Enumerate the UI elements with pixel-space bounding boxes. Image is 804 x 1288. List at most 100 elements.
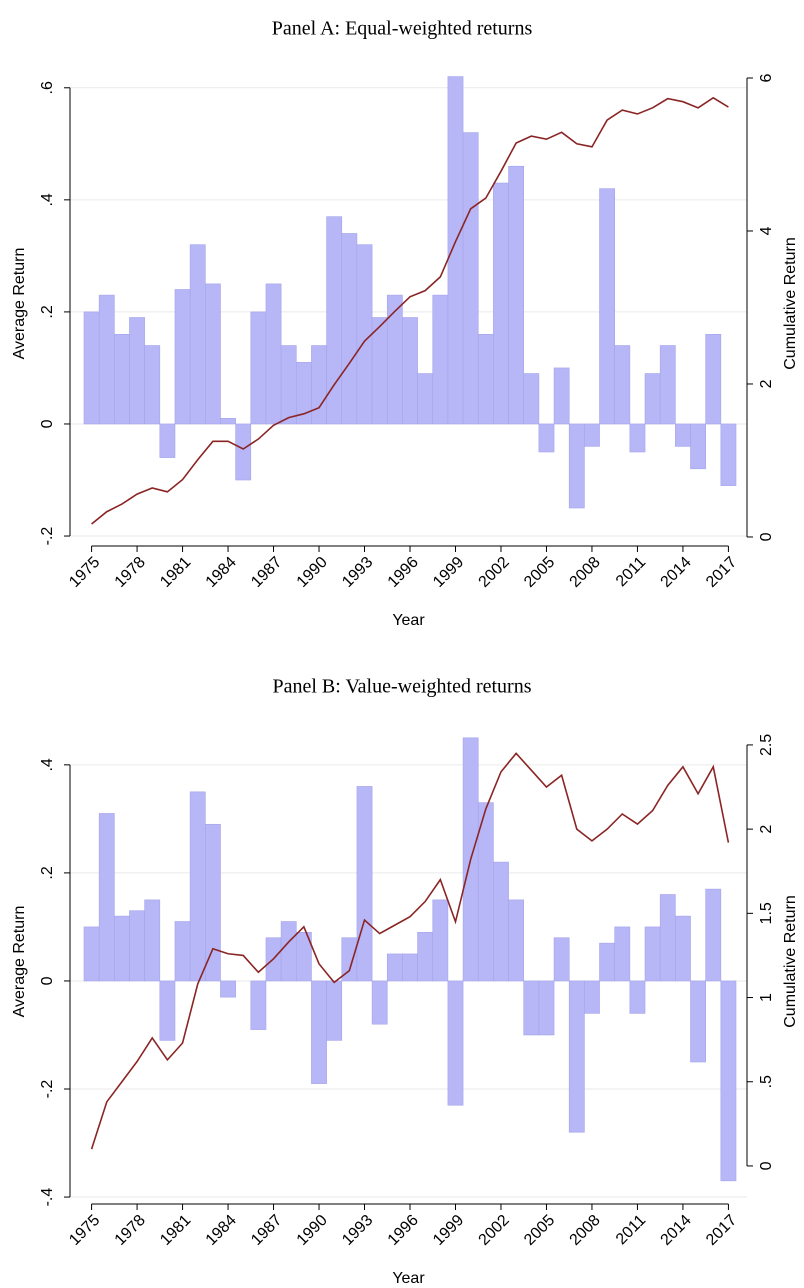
bar bbox=[417, 373, 434, 425]
y2-tick-label: 2 bbox=[758, 825, 775, 834]
bar bbox=[584, 423, 600, 447]
y-tick-label: .4 bbox=[39, 758, 56, 771]
line bbox=[90, 752, 730, 1150]
bar bbox=[705, 334, 722, 425]
bar bbox=[265, 283, 282, 425]
bar bbox=[280, 921, 297, 982]
bar bbox=[614, 345, 631, 425]
x-tick-label: 2008 bbox=[567, 1212, 604, 1249]
bar bbox=[341, 233, 358, 425]
x-tick-label: 1984 bbox=[203, 554, 240, 591]
bar bbox=[220, 980, 236, 998]
bar bbox=[189, 791, 206, 982]
bar bbox=[644, 926, 661, 982]
x-tick-label: 2005 bbox=[521, 554, 558, 591]
x-tick-label: 2014 bbox=[658, 1212, 695, 1249]
bar bbox=[720, 423, 737, 486]
y-tick-label: 0 bbox=[39, 419, 56, 428]
x-tick-label: 1996 bbox=[385, 554, 422, 591]
bar bbox=[720, 980, 737, 1182]
bar bbox=[386, 294, 403, 425]
bar bbox=[644, 373, 661, 425]
bar bbox=[523, 980, 540, 1036]
bar bbox=[114, 334, 130, 425]
bar bbox=[432, 294, 449, 425]
bar bbox=[417, 932, 434, 982]
y-axis-title: Average Return bbox=[11, 248, 28, 360]
y-tick-label: .2 bbox=[39, 305, 56, 318]
bar bbox=[675, 423, 691, 447]
x-tick-label: 1990 bbox=[294, 554, 331, 591]
x-tick-label: 1978 bbox=[112, 554, 149, 591]
bar bbox=[326, 980, 343, 1041]
bar bbox=[538, 423, 555, 453]
bar bbox=[114, 915, 130, 982]
bar bbox=[356, 786, 373, 982]
bar bbox=[402, 953, 418, 982]
bar bbox=[371, 980, 388, 1025]
x-axis-title: Year bbox=[392, 612, 425, 629]
y2-axis-title: Cumulative Return bbox=[782, 895, 799, 1028]
bar bbox=[659, 894, 676, 982]
bar bbox=[629, 980, 646, 1014]
x-tick-label: 1990 bbox=[294, 1212, 331, 1249]
y2-tick-label: 1.5 bbox=[758, 902, 775, 924]
y-tick-label: -.2 bbox=[39, 527, 56, 546]
y2-tick-label: 2 bbox=[758, 379, 775, 388]
bar bbox=[174, 921, 191, 982]
y-tick-label: -.2 bbox=[39, 1080, 56, 1099]
x-tick-label: 2014 bbox=[658, 554, 695, 591]
x-tick-label: 2017 bbox=[703, 554, 740, 591]
bar bbox=[144, 345, 161, 425]
bar bbox=[280, 345, 297, 425]
x-axis-title: Year bbox=[392, 1270, 425, 1287]
bar bbox=[523, 373, 540, 425]
y-tick-label: -.4 bbox=[39, 1188, 56, 1207]
y2-tick-label: 0 bbox=[758, 532, 775, 541]
x-tick-label: 1981 bbox=[157, 1212, 194, 1249]
bar bbox=[508, 899, 525, 982]
bar bbox=[477, 802, 494, 982]
chart-title: Panel A: Equal-weighted returns bbox=[272, 18, 533, 40]
bar bbox=[493, 861, 509, 982]
bar bbox=[159, 423, 176, 458]
bar bbox=[493, 182, 509, 425]
bar bbox=[250, 980, 267, 1030]
y-tick-label: .6 bbox=[39, 81, 56, 94]
x-tick-label: 1975 bbox=[66, 1212, 103, 1249]
y2-tick-label: 0 bbox=[758, 1161, 775, 1170]
bar bbox=[205, 823, 221, 982]
x-tick-label: 1999 bbox=[430, 1212, 467, 1249]
bar bbox=[629, 423, 646, 453]
y2-axis-title: Cumulative Return bbox=[782, 237, 799, 370]
y2-tick-label: 4 bbox=[758, 226, 775, 235]
bar bbox=[83, 926, 100, 982]
bar bbox=[553, 367, 570, 425]
x-tick-label: 1993 bbox=[339, 1212, 376, 1249]
bar bbox=[690, 980, 706, 1063]
x-tick-label: 1996 bbox=[385, 1212, 422, 1249]
line bbox=[91, 96, 729, 525]
bar bbox=[553, 937, 570, 982]
bar bbox=[508, 165, 525, 425]
bar bbox=[386, 953, 403, 982]
x-tick-label: 1987 bbox=[248, 554, 285, 591]
bar bbox=[599, 942, 615, 982]
bar bbox=[250, 311, 267, 425]
bar bbox=[659, 345, 676, 425]
bar bbox=[144, 899, 161, 982]
bar bbox=[174, 289, 191, 425]
bar bbox=[675, 915, 691, 982]
x-tick-label: 2011 bbox=[613, 554, 649, 590]
y-axis-title: Average Return bbox=[11, 906, 28, 1018]
bar bbox=[98, 813, 115, 982]
x-tick-label: 2017 bbox=[703, 1212, 740, 1249]
y2-tick-label: 1 bbox=[758, 993, 775, 1002]
bar bbox=[538, 980, 555, 1036]
x-tick-label: 2002 bbox=[476, 554, 513, 591]
bar bbox=[402, 317, 418, 425]
bar bbox=[690, 423, 706, 470]
bar bbox=[311, 345, 327, 425]
